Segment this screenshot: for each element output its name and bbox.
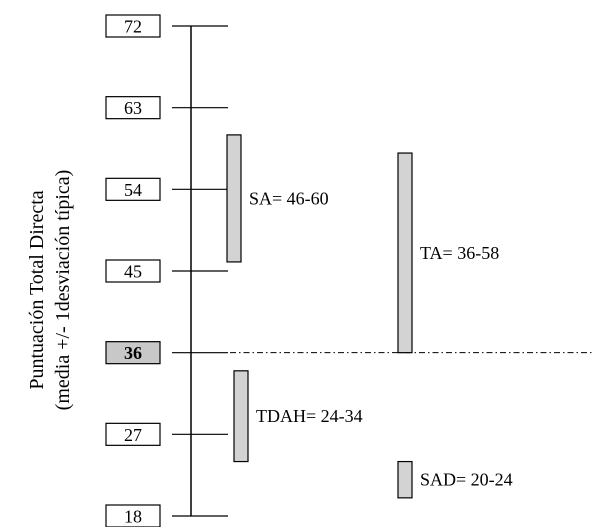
range-bar-tdah [233, 370, 249, 463]
y-axis-label-line2: (media +/- 1desviación típica) [52, 170, 74, 411]
y-axis-label-line1: Puntuación Total Directa [26, 190, 48, 389]
tick-label-63: 63 [124, 98, 142, 118]
range-bars: SA= 46-60 TA= 36-58 TDAH= 24-34 SAD= 20-24 [226, 134, 513, 499]
range-bar-sa [226, 134, 242, 263]
tick-box-36 [105, 341, 161, 365]
y-axis-label: Puntuación Total Directa (media +/- 1des… [26, 170, 74, 411]
tick-box-72 [105, 14, 161, 38]
tick-label-45: 45 [124, 262, 142, 282]
tick-label-36: 36 [124, 343, 142, 363]
y-axis: 72 63 54 45 36 27 18 [105, 14, 228, 527]
tick-label-54: 54 [124, 180, 142, 200]
tick-box-27 [105, 422, 161, 446]
tick-label-72: 72 [124, 17, 142, 37]
range-label-ta: TA= 36-58 [420, 243, 499, 263]
range-label-sa: SA= 46-60 [249, 188, 329, 208]
tick-label-18: 18 [124, 507, 142, 527]
range-bar-sad [397, 460, 413, 499]
tick-box-18 [105, 504, 161, 527]
tick-box-54 [105, 177, 161, 201]
tick-box-63 [105, 96, 161, 120]
range-label-sad: SAD= 20-24 [420, 470, 513, 490]
tick-label-27: 27 [124, 425, 142, 445]
tick-box-45 [105, 259, 161, 283]
range-bar-ta [397, 152, 413, 354]
range-label-tdah: TDAH= 24-34 [256, 406, 363, 426]
